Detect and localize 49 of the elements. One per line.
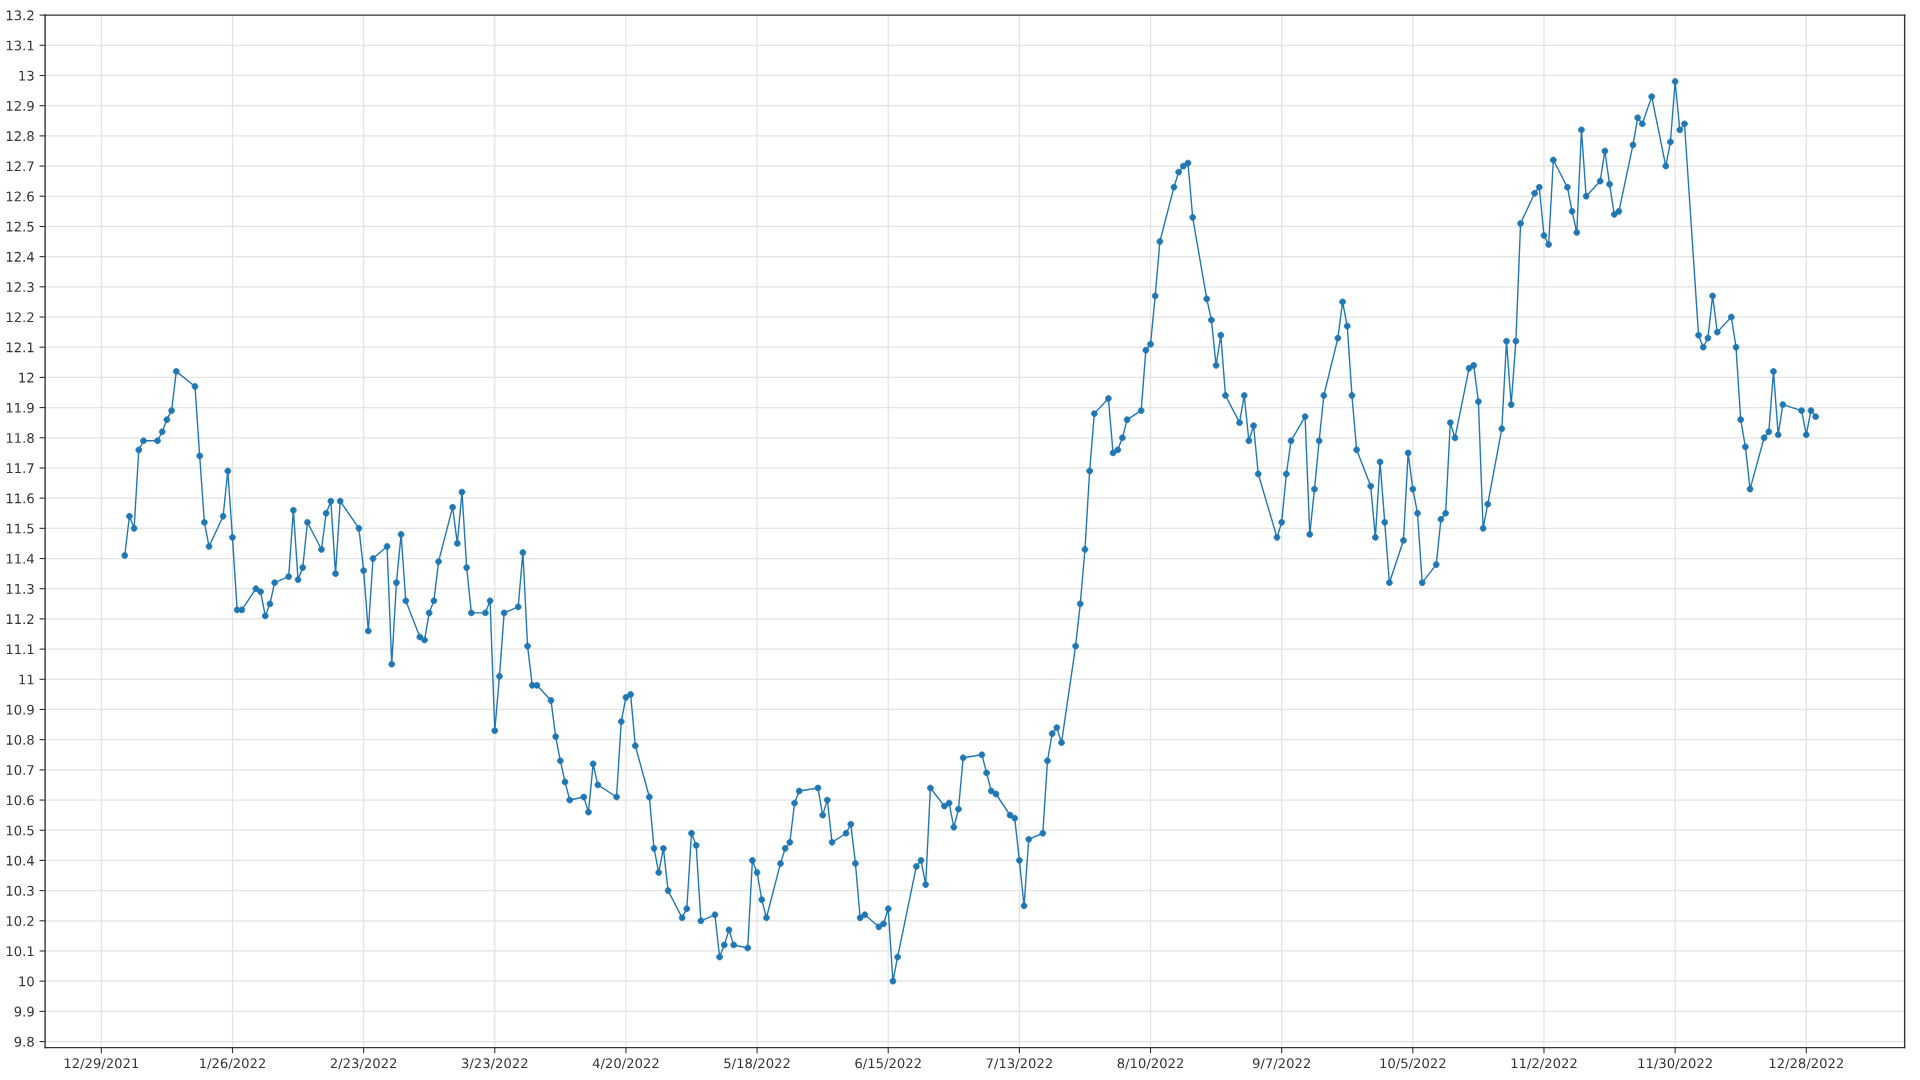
y-tick-label: 10.1 xyxy=(6,946,34,957)
y-tick-label: 13.1 xyxy=(6,40,34,51)
x-tick-label: 8/10/2022 xyxy=(1117,1058,1184,1070)
y-tick-label: 13.2 xyxy=(6,10,34,21)
y-tick-label: 10.9 xyxy=(6,704,34,715)
x-tick-label: 3/23/2022 xyxy=(461,1058,528,1070)
y-tick-label: 10.8 xyxy=(6,734,34,745)
y-tick-label: 10.2 xyxy=(6,916,34,926)
y-tick-label: 11.4 xyxy=(6,553,34,564)
y-tick-label: 10.7 xyxy=(6,765,34,776)
y-tick-label: 12.7 xyxy=(6,161,34,172)
y-tick-label: 9.8 xyxy=(14,1036,34,1047)
x-tick-label: 6/15/2022 xyxy=(855,1058,921,1070)
y-tick-label: 11.7 xyxy=(6,463,34,473)
y-tick-label: 10.5 xyxy=(6,825,34,836)
x-tick-label: 2/23/2022 xyxy=(330,1058,397,1070)
y-tick-label: 12.8 xyxy=(6,131,34,142)
y-tick-label: 11.8 xyxy=(6,432,34,443)
x-tick-label: 11/30/2022 xyxy=(1638,1058,1712,1070)
y-tick-label: 11.2 xyxy=(6,614,34,624)
x-tick-label: 4/20/2022 xyxy=(592,1058,659,1070)
y-tick-label: 11.5 xyxy=(6,523,34,534)
y-tick-label: 10.6 xyxy=(6,795,34,806)
x-tick-label: 10/5/2022 xyxy=(1380,1058,1446,1070)
x-tick-label: 1/26/2022 xyxy=(200,1058,265,1070)
y-tick-label: 12.2 xyxy=(6,312,34,323)
y-tick-label: 12.1 xyxy=(6,342,34,353)
y-tick-label: 13 xyxy=(19,70,34,81)
y-tick-label: 12 xyxy=(19,372,34,383)
y-tick-label: 12.4 xyxy=(6,251,34,262)
x-tick-label: 11/2/2022 xyxy=(1511,1058,1577,1070)
y-tick-label: 12.5 xyxy=(6,221,34,232)
x-tick-label: 12/28/2022 xyxy=(1769,1058,1843,1070)
y-tick-label: 12.9 xyxy=(6,100,34,111)
x-tick-label: 7/13/2022 xyxy=(986,1058,1052,1070)
y-tick-label: 9.9 xyxy=(14,1006,34,1017)
x-tick-label: 9/7/2022 xyxy=(1252,1058,1310,1070)
y-tick-label: 11.3 xyxy=(6,583,34,594)
y-tick-label: 11.1 xyxy=(6,644,34,655)
x-tick-label: 12/29/2021 xyxy=(64,1058,139,1070)
y-tick-label: 12.6 xyxy=(6,191,34,202)
y-tick-label: 10.3 xyxy=(6,885,34,896)
y-tick-label: 10 xyxy=(19,976,34,987)
x-tick-label: 5/18/2022 xyxy=(724,1058,790,1070)
y-tick-label: 10.4 xyxy=(6,855,34,866)
y-tick-label: 11 xyxy=(19,674,34,685)
y-tick-label: 11.9 xyxy=(6,402,34,413)
y-tick-label: 11.6 xyxy=(6,493,34,504)
y-tick-label: 12.3 xyxy=(6,282,34,293)
